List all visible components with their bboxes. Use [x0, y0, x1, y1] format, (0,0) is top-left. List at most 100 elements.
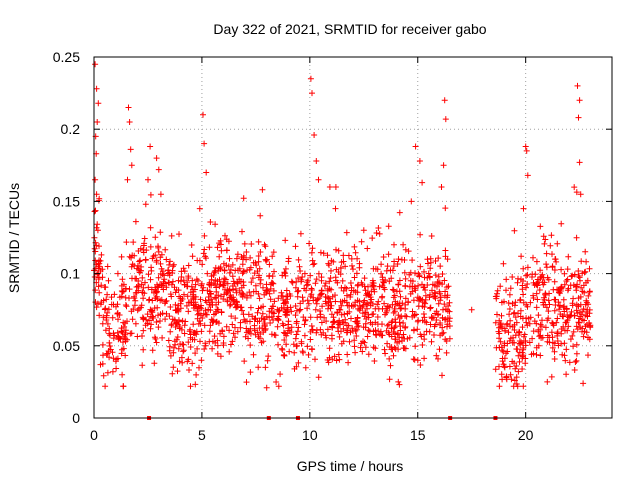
data-point: [146, 296, 153, 303]
data-point: [323, 318, 330, 325]
data-point: [175, 277, 182, 284]
data-point: [248, 279, 255, 286]
data-point: [563, 346, 570, 353]
data-point: [354, 255, 361, 262]
data-point: [206, 281, 213, 288]
data-point: [430, 314, 437, 321]
data-point: [157, 311, 164, 318]
data-point: [315, 374, 322, 381]
data-point: [365, 351, 372, 358]
data-point: [561, 340, 568, 347]
data-point: [380, 254, 387, 260]
data-point: [187, 383, 194, 390]
data-point: [245, 335, 252, 342]
data-point: [198, 328, 205, 335]
data-point: [375, 225, 382, 231]
data-point: [346, 302, 353, 309]
data-point: [220, 333, 227, 340]
data-point: [158, 265, 165, 272]
data-point: [144, 320, 151, 327]
data-point: [379, 276, 386, 283]
data-point: [340, 325, 347, 332]
data-point: [164, 270, 171, 277]
data-point: [205, 306, 212, 313]
data-point: [575, 319, 582, 326]
data-point: [172, 301, 179, 308]
data-point: [563, 371, 570, 378]
data-point: [371, 288, 378, 295]
data-point: [279, 346, 286, 353]
data-point: [120, 339, 126, 346]
data-point: [160, 278, 167, 285]
data-point: [169, 278, 176, 285]
data-point: [282, 330, 289, 337]
data-point: [246, 266, 253, 273]
data-point: [519, 355, 526, 362]
data-point: [554, 240, 561, 247]
data-point: [567, 282, 574, 289]
data-point: [288, 324, 295, 331]
data-point: [546, 339, 553, 346]
data-point: [297, 306, 304, 313]
data-point: [416, 297, 422, 304]
data-point: [586, 336, 593, 343]
data-point: [392, 336, 399, 343]
data-point: [261, 321, 268, 328]
data-point: [252, 315, 259, 322]
data-point: [346, 308, 353, 315]
data-point: [287, 293, 294, 299]
data-point: [511, 227, 518, 234]
data-point: [517, 307, 524, 314]
data-point: [308, 249, 315, 256]
data-point: [168, 232, 175, 239]
data-point: [426, 274, 433, 281]
data-point: [147, 325, 154, 332]
data-point: [204, 270, 211, 277]
data-point: [492, 366, 499, 373]
data-point: [519, 324, 526, 331]
data-point: [292, 243, 299, 250]
data-point: [149, 255, 156, 262]
data-point: [338, 302, 345, 309]
data-point: [328, 302, 335, 309]
data-point: [506, 291, 513, 298]
data-point: [415, 282, 422, 289]
data-point: [201, 322, 208, 329]
data-point: [128, 162, 135, 169]
data-point: [383, 267, 390, 274]
data-point: [180, 341, 187, 348]
data-point: [221, 275, 228, 282]
data-point: [262, 256, 269, 263]
data-point: [284, 306, 291, 313]
data-point: [295, 275, 302, 282]
data-point: [338, 259, 345, 266]
data-point: [446, 318, 453, 325]
data-point: [142, 256, 149, 263]
data-point: [162, 316, 169, 323]
data-point: [181, 268, 188, 275]
data-point: [569, 332, 576, 339]
data-point: [121, 323, 128, 330]
data-point: [379, 305, 386, 312]
data-point: [298, 338, 305, 345]
data-point: [209, 338, 216, 345]
data-point: [98, 299, 105, 306]
data-point: [165, 337, 172, 344]
data-point: [537, 223, 544, 230]
data-point: [515, 352, 522, 359]
data-point: [555, 287, 562, 293]
data-point: [519, 282, 526, 289]
data-point: [326, 278, 333, 285]
data-point: [139, 289, 146, 296]
data-point: [126, 295, 132, 302]
data-point: [560, 296, 567, 303]
data-point: [575, 268, 582, 274]
data-point: [429, 287, 435, 294]
data-point: [132, 275, 139, 282]
data-point: [163, 284, 170, 291]
data-point: [313, 158, 320, 164]
data-point: [382, 350, 389, 357]
data-point: [585, 301, 592, 308]
data-point: [108, 294, 115, 301]
data-point: [268, 331, 275, 338]
